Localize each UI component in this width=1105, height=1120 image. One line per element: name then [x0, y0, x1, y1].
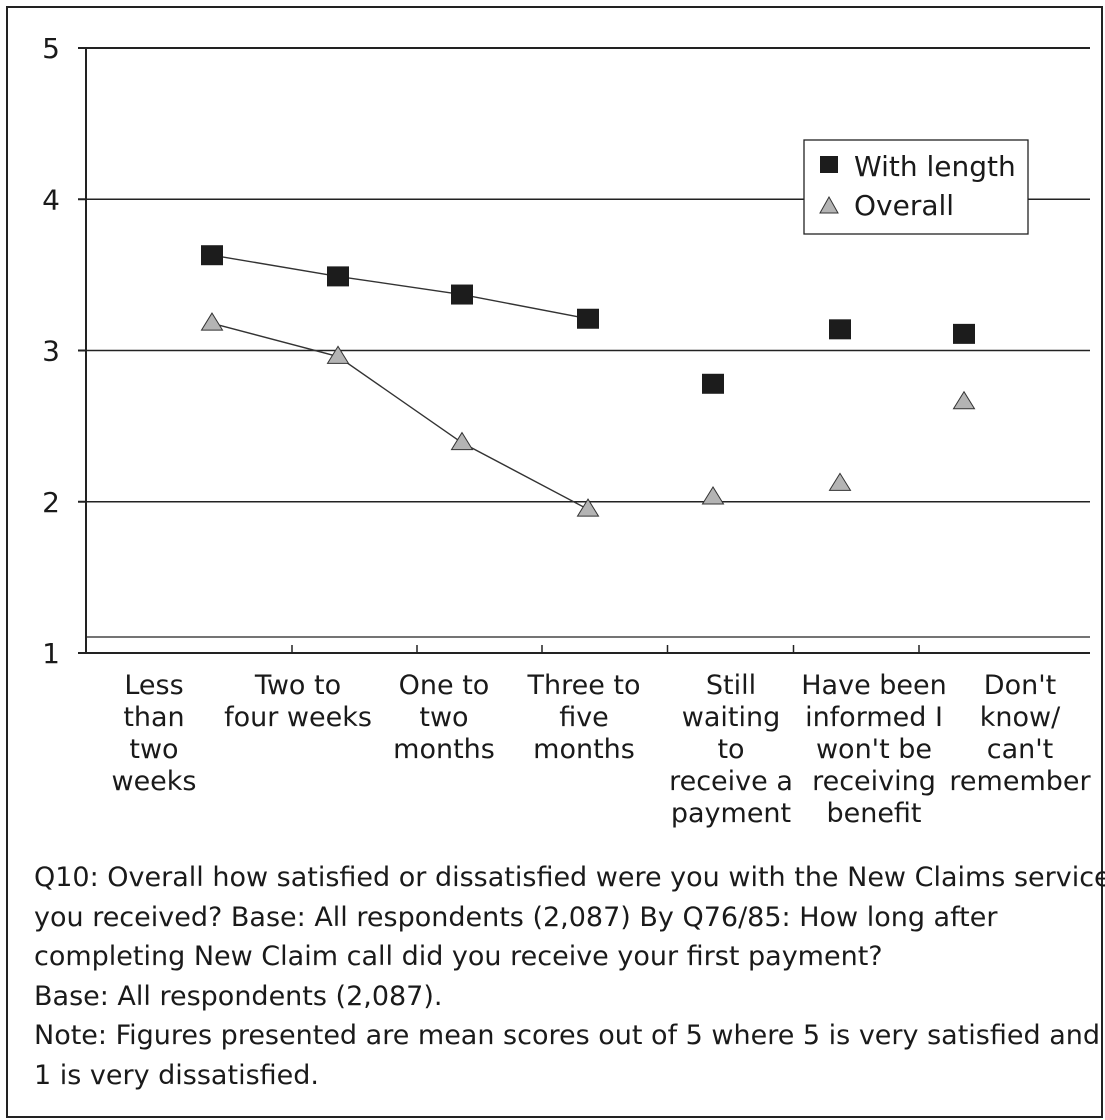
marker-with-length-4: [702, 373, 724, 394]
series-line-1: [211, 322, 589, 510]
marker-overall-5: [828, 472, 852, 491]
marker-with-length-3: [577, 308, 599, 329]
x-tick-label-0: Less than two weeks: [111, 670, 196, 797]
y-tick-label-4: 4: [42, 183, 60, 216]
y-tick-label-5: 5: [42, 32, 60, 65]
marker-with-length-2: [451, 284, 473, 305]
marker-overall-1: [326, 345, 350, 364]
legend-label-with-length: With length: [854, 150, 1016, 183]
note-line-6: 1 is very dissatisfied.: [34, 1059, 319, 1091]
legend-swatch-with-length: [820, 156, 838, 173]
note-line-5: Note: Figures presented are mean scores …: [34, 1020, 1100, 1052]
x-tick-label-6: Don't know/can't remember: [949, 670, 1091, 797]
note-line-3: completing New Claim call did you receiv…: [34, 941, 883, 973]
marker-overall-4: [701, 486, 725, 505]
legend-box: [803, 139, 1029, 235]
note-line-2: you received? Base: All respondents (2,0…: [34, 901, 998, 933]
note-line-1: Q10: Overall how satisfied or dissatisfi…: [34, 862, 1105, 893]
x-tick-label-4: Still waiting to receive a payment: [669, 670, 793, 829]
chart: 1 2 3 4 5 Less than two weeks Two to four weeks One…: [42, 32, 1091, 829]
legend-label-overall: Overall: [854, 189, 954, 222]
series-line-0: [211, 254, 589, 320]
marker-with-length-0: [201, 245, 223, 266]
note-line-4: Base: All respondents (2,087).: [34, 980, 443, 1012]
figure-notes: Q10: Overall how satisfied or dissatisfi…: [34, 858, 1105, 1096]
marker-with-length-5: [829, 319, 851, 340]
marker-overall-6: [952, 390, 976, 410]
legend-swatch-overall: [819, 195, 839, 214]
marker-overall-2: [450, 431, 474, 451]
x-tick-label-2: One to two months: [393, 670, 495, 765]
marker-overall-0: [200, 312, 224, 331]
x-tick-label-1: Two to four weeks: [224, 670, 372, 733]
marker-with-length-1: [327, 266, 349, 287]
marker-overall-3: [576, 498, 600, 517]
y-tick-label-1: 1: [42, 637, 60, 670]
marker-with-length-6: [953, 323, 975, 344]
y-tick-label-3: 3: [42, 335, 60, 368]
x-tick-label-3: Three to five months: [526, 670, 640, 765]
y-tick-label-2: 2: [42, 486, 60, 519]
